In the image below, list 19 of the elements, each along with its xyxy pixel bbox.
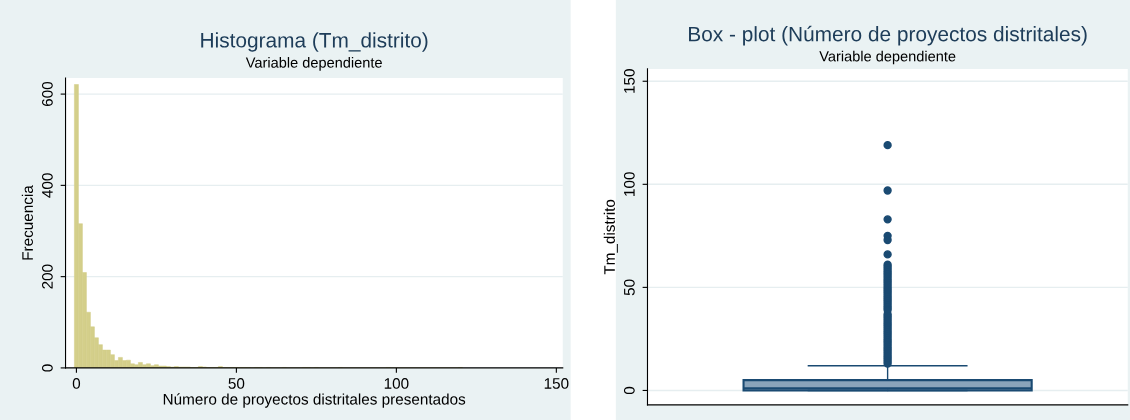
x-tick-label: 0 [72,378,81,389]
y-tick-label: 600 [41,81,53,107]
x-tick-label: 50 [228,378,245,389]
chart-subtitle: Variable dependiente [245,57,382,71]
chart-title: Box - plot (Número de proyectos distritales) [689,25,1087,46]
chart-title: Histograma (Tm_distrito) [201,32,428,52]
y-tick-label: 0 [41,364,53,372]
y-axis-title: Tm_distrito [603,199,618,275]
y-tick-label: 400 [41,173,53,198]
y-tick-label: 0 [623,386,635,395]
y-tick-label: 100 [623,172,635,196]
x-axis-title: Número de proyectos distritales presentados [163,393,466,408]
y-axis-title: Frecuencia [21,185,33,260]
x-tick-label: 150 [544,378,569,389]
y-tick-label: 200 [41,264,53,289]
y-tick-label: 150 [623,69,635,93]
x-tick-label: 100 [384,378,409,389]
chart-subtitle: Variable dependiente [819,50,956,65]
y-tick-label: 50 [623,279,635,296]
